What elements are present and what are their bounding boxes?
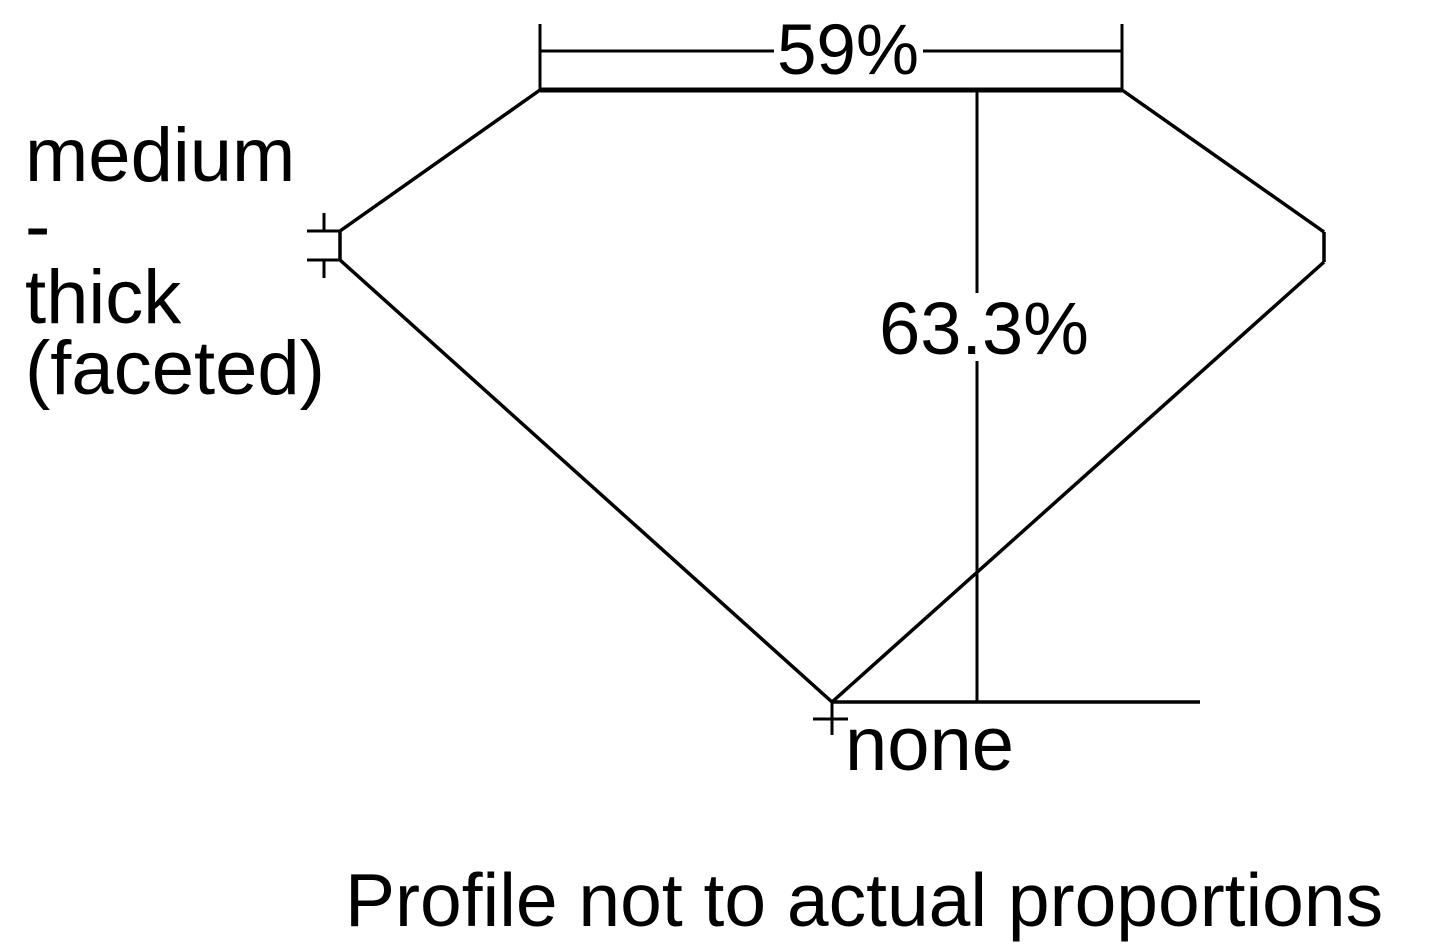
girdle-label-line-2: - [25, 184, 51, 269]
table-width-percent-label: 59% [776, 11, 920, 90]
culet-label: none [845, 702, 1015, 787]
right-crown-line [1120, 88, 1326, 234]
depth-percent-label: 63.3% [879, 287, 1089, 370]
girdle-label-line-4: (faceted) [25, 326, 325, 411]
left-crown-line [338, 88, 542, 233]
girdle-thickness-label: medium - thick (faceted) [25, 113, 325, 411]
right-pavilion-line [830, 260, 1326, 704]
girdle-label-line-1: medium [25, 113, 296, 198]
girdle-label-line-3: thick [25, 255, 182, 340]
caption: Profile not to actual proportions [345, 858, 1384, 942]
left-pavilion-line [338, 258, 834, 704]
